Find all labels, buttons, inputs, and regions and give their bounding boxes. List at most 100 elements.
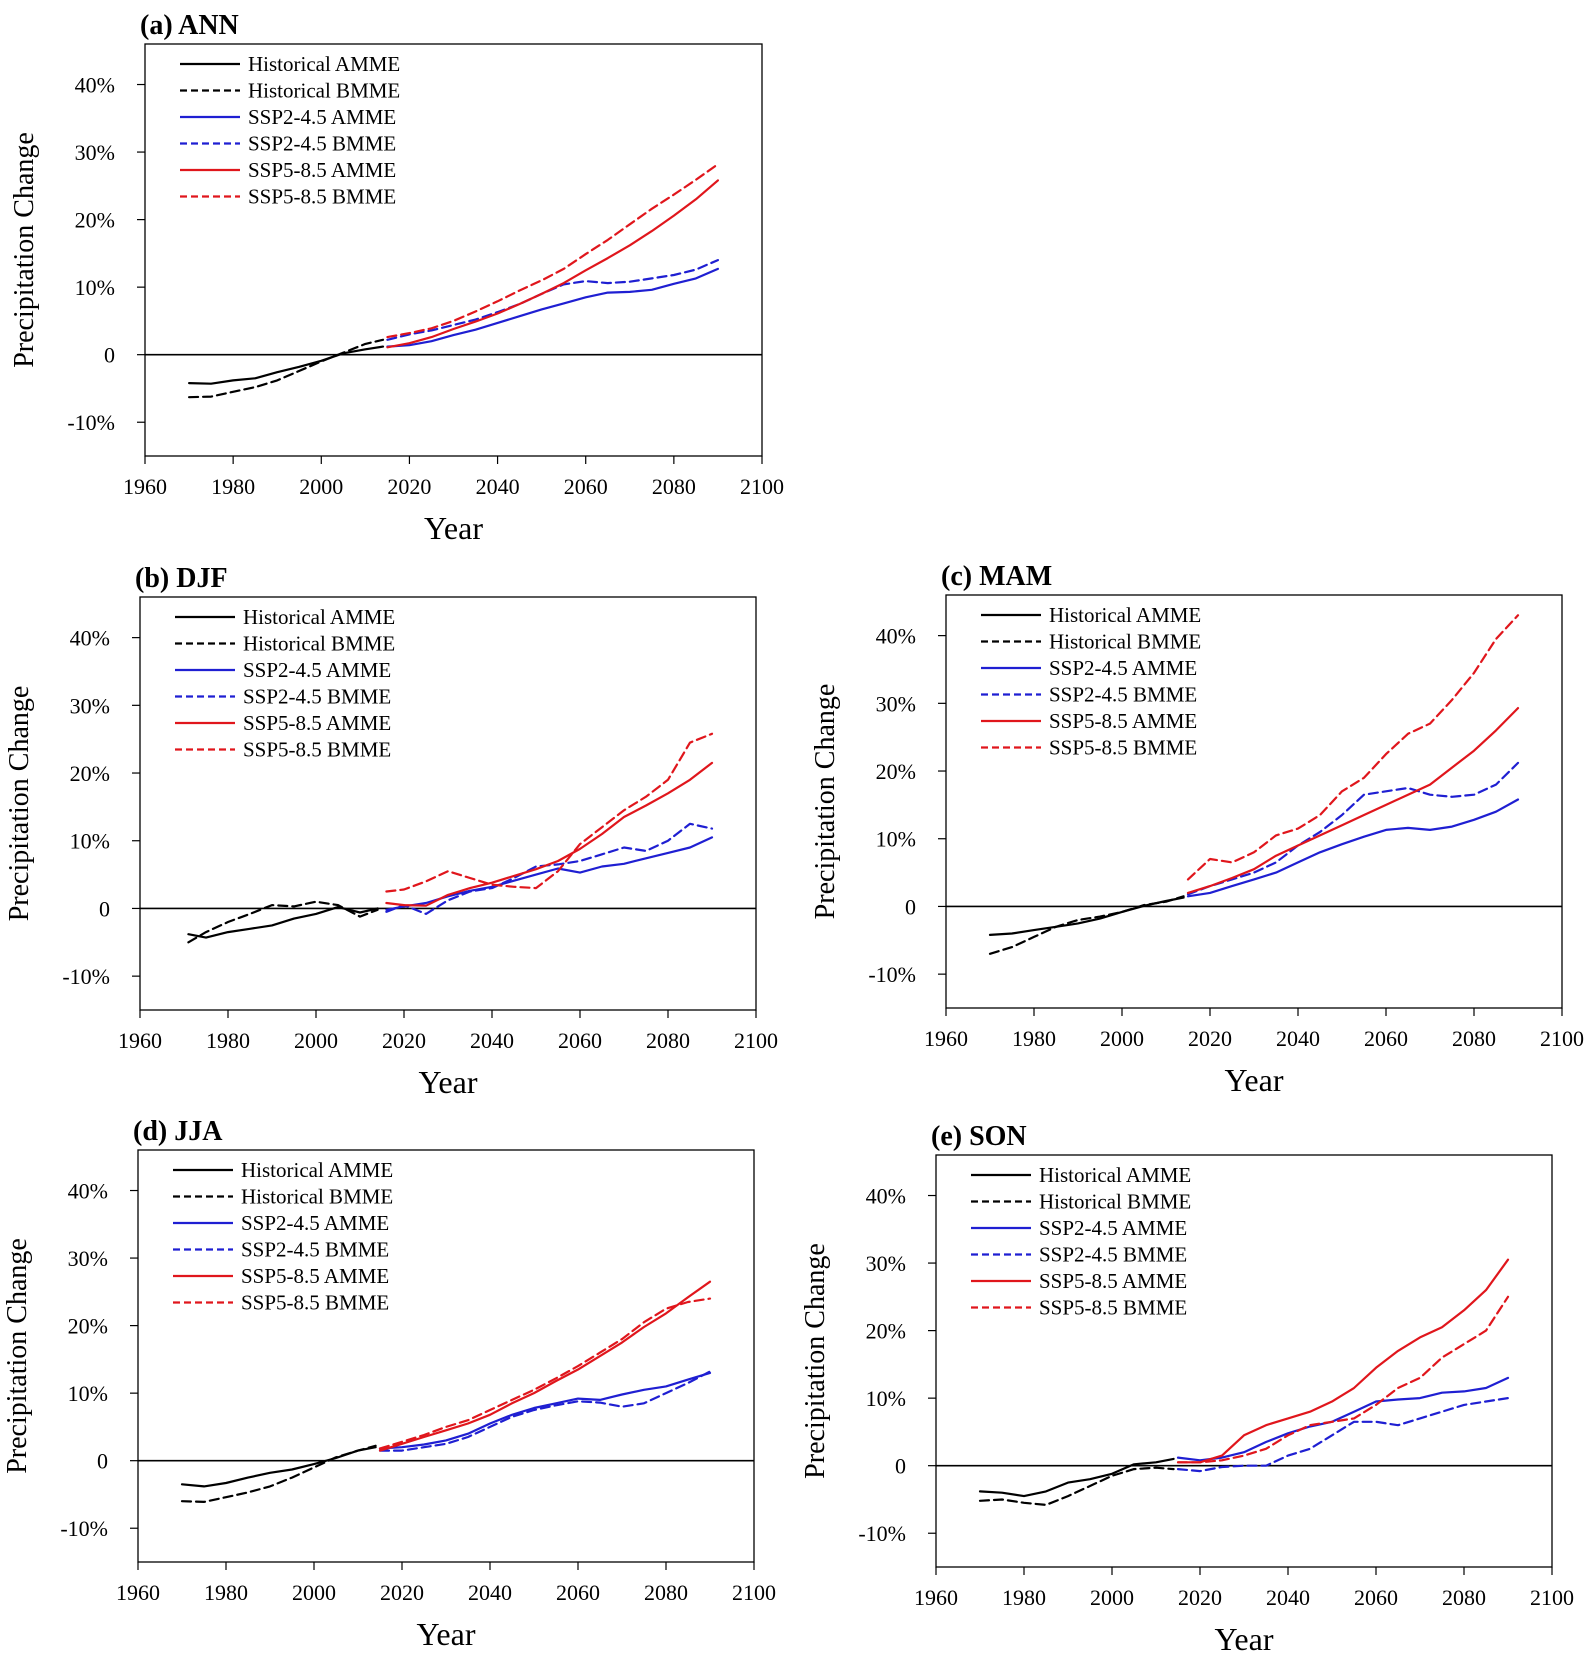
chart-2-x-tick-label: 1980 bbox=[1012, 1026, 1056, 1051]
chart-3-legend-label: SSP2-4.5 AMME bbox=[241, 1211, 389, 1235]
chart-4-series-historical-bmme bbox=[978, 1466, 1175, 1507]
chart-3-series-ssp2-4-5-amme bbox=[378, 1371, 712, 1450]
chart-3-y-axis-label: Precipitation Change bbox=[2, 1238, 33, 1474]
chart-0-x-tick-label: 2040 bbox=[476, 474, 520, 499]
chart-3-legend-label: SSP2-4.5 BMME bbox=[241, 1238, 389, 1262]
chart-1-y-tick-label: -10% bbox=[62, 964, 110, 989]
chart-0-legend-label: SSP2-4.5 BMME bbox=[248, 132, 396, 156]
chart-2-x-tick-label: 2100 bbox=[1540, 1026, 1584, 1051]
chart-2-series-ssp5-8-5-bmme bbox=[1186, 614, 1520, 881]
chart-0-legend-label: SSP5-8.5 BMME bbox=[248, 185, 396, 209]
chart-3-plot-frame bbox=[137, 1149, 755, 1563]
chart-0-series-historical-bmme bbox=[188, 338, 385, 399]
chart-1-x-tick-label: 2040 bbox=[470, 1028, 514, 1053]
chart-0-x-tick-label: 2060 bbox=[564, 474, 608, 499]
chart-3-panel: (d) JJA 1960 1980 2000 2020 2040 2060 2080 2100 -… bbox=[2, 1116, 776, 1652]
chart-4-legend-label: SSP2-4.5 BMME bbox=[1039, 1243, 1187, 1267]
chart-2-panel: (c) MAM 1960 1980 2000 2020 2040 2060 2080 2100 -… bbox=[810, 561, 1584, 1098]
chart-1-y-tick-label: 10% bbox=[70, 829, 110, 854]
chart-0-series-ssp2-4-5-amme bbox=[386, 267, 720, 348]
chart-0-title: (a) ANN bbox=[140, 10, 239, 41]
chart-3-y-tick-label: 10% bbox=[68, 1381, 108, 1406]
chart-3-series-ssp5-8-5-amme bbox=[378, 1280, 712, 1452]
chart-2-legend-label: Historical AMME bbox=[1049, 603, 1201, 627]
chart-0-y-tick-label: 20% bbox=[75, 208, 115, 233]
chart-3-title: (d) JJA bbox=[133, 1116, 223, 1147]
chart-4-x-axis-label: Year bbox=[1215, 1621, 1274, 1657]
chart-0-y-tick-label: 10% bbox=[75, 275, 115, 300]
chart-2-x-tick-label: 1960 bbox=[924, 1026, 968, 1051]
chart-0-x-tick-label: 2100 bbox=[740, 474, 784, 499]
chart-4-title: (e) SON bbox=[931, 1121, 1027, 1152]
chart-3-series-ssp5-8-5-bmme bbox=[378, 1297, 712, 1450]
chart-1-title: (b) DJF bbox=[135, 563, 228, 594]
chart-1-legend-label: SSP5-8.5 AMME bbox=[243, 711, 391, 735]
chart-2-x-tick-label: 2000 bbox=[1100, 1026, 1144, 1051]
chart-0-x-axis-label: Year bbox=[424, 510, 483, 546]
chart-3-x-tick-label: 2020 bbox=[380, 1580, 424, 1605]
chart-3-x-tick-label: 2000 bbox=[292, 1580, 336, 1605]
chart-1-series-ssp5-8-5-amme bbox=[385, 761, 714, 907]
chart-0-legend-label: Historical AMME bbox=[248, 52, 400, 76]
chart-4-legend-label: SSP2-4.5 AMME bbox=[1039, 1216, 1187, 1240]
chart-2-series-ssp5-8-5-amme bbox=[1186, 706, 1520, 895]
chart-0-series-historical-amme bbox=[188, 345, 385, 385]
chart-3-y-tick-label: 40% bbox=[68, 1179, 108, 1204]
chart-2-x-tick-label: 2060 bbox=[1364, 1026, 1408, 1051]
chart-3-x-tick-label: 2100 bbox=[732, 1580, 776, 1605]
chart-1-legend-label: Historical AMME bbox=[243, 605, 395, 629]
chart-1-x-tick-label: 2000 bbox=[294, 1028, 338, 1053]
chart-0-x-tick-label: 1980 bbox=[211, 474, 255, 499]
chart-4-legend-label: SSP5-8.5 AMME bbox=[1039, 1269, 1187, 1293]
chart-0-legend-label: SSP5-8.5 AMME bbox=[248, 158, 396, 182]
chart-0-series-ssp5-8-5-bmme bbox=[386, 163, 720, 339]
chart-4-y-tick-label: 20% bbox=[866, 1319, 906, 1344]
chart-1-y-tick-label: 40% bbox=[70, 626, 110, 651]
chart-0-y-axis-label: Precipitation Change bbox=[9, 132, 40, 368]
chart-2-x-axis-label: Year bbox=[1225, 1062, 1284, 1098]
chart-1-y-tick-label: 0 bbox=[99, 896, 110, 921]
chart-1-x-tick-label: 2020 bbox=[382, 1028, 426, 1053]
chart-0-y-tick-label: -10% bbox=[67, 410, 115, 435]
chart-4-legend-label: Historical BMME bbox=[1039, 1190, 1191, 1214]
chart-4-x-tick-label: 2060 bbox=[1354, 1585, 1398, 1610]
chart-1-x-tick-label: 1960 bbox=[118, 1028, 162, 1053]
chart-0-x-tick-label: 1960 bbox=[123, 474, 167, 499]
chart-2-legend-label: SSP2-4.5 AMME bbox=[1049, 656, 1197, 680]
chart-1-y-tick-label: 30% bbox=[70, 693, 110, 718]
chart-4-x-tick-label: 1960 bbox=[914, 1585, 958, 1610]
chart-4-x-tick-label: 2000 bbox=[1090, 1585, 1134, 1610]
chart-4-series-ssp5-8-5-amme bbox=[1176, 1258, 1510, 1464]
chart-4-y-tick-label: -10% bbox=[858, 1521, 906, 1546]
chart-2-legend-label: Historical BMME bbox=[1049, 630, 1201, 654]
chart-0-y-tick-label: 0 bbox=[104, 343, 115, 368]
chart-2-legend-label: SSP5-8.5 BMME bbox=[1049, 736, 1197, 760]
chart-3-legend-label: SSP5-8.5 AMME bbox=[241, 1264, 389, 1288]
chart-2-y-tick-label: 10% bbox=[876, 827, 916, 852]
chart-4-x-tick-label: 2040 bbox=[1266, 1585, 1310, 1610]
chart-4-y-tick-label: 10% bbox=[866, 1386, 906, 1411]
chart-1-legend-label: SSP5-8.5 BMME bbox=[243, 738, 391, 762]
chart-1-x-tick-label: 2080 bbox=[646, 1028, 690, 1053]
chart-4-x-tick-label: 2020 bbox=[1178, 1585, 1222, 1610]
chart-2-y-tick-label: 30% bbox=[876, 691, 916, 716]
chart-3-x-axis-label: Year bbox=[417, 1616, 476, 1652]
chart-4-x-tick-label: 2080 bbox=[1442, 1585, 1486, 1610]
chart-1-y-tick-label: 20% bbox=[70, 761, 110, 786]
chart-1-series-historical-bmme bbox=[187, 900, 379, 944]
chart-3-x-tick-label: 1980 bbox=[204, 1580, 248, 1605]
chart-3-y-tick-label: 0 bbox=[97, 1449, 108, 1474]
chart-4-x-tick-label: 1980 bbox=[1002, 1585, 1046, 1610]
chart-0-x-tick-label: 2000 bbox=[299, 474, 343, 499]
chart-4-y-tick-label: 40% bbox=[866, 1184, 906, 1209]
chart-2-y-tick-label: 40% bbox=[876, 624, 916, 649]
chart-2-x-tick-label: 2040 bbox=[1276, 1026, 1320, 1051]
chart-1-legend-label: SSP2-4.5 AMME bbox=[243, 658, 391, 682]
chart-0-legend-label: Historical BMME bbox=[248, 79, 400, 103]
chart-3-x-tick-label: 2060 bbox=[556, 1580, 600, 1605]
